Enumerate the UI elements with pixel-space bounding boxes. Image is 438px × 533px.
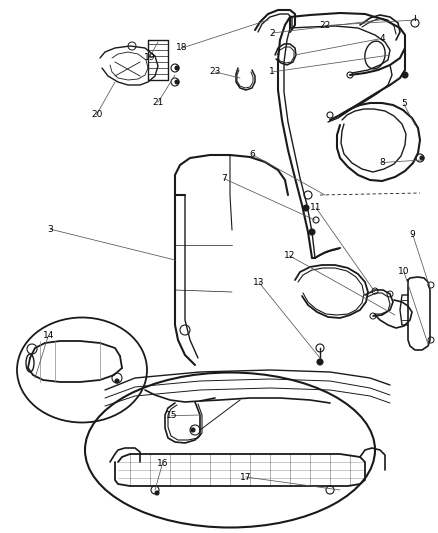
Text: 6: 6 [249, 150, 255, 159]
Text: 12: 12 [283, 252, 295, 260]
Text: 9: 9 [409, 230, 415, 239]
Text: 14: 14 [42, 332, 54, 340]
Text: 17: 17 [240, 473, 251, 481]
Text: 8: 8 [378, 158, 384, 167]
Text: 7: 7 [220, 174, 226, 183]
Text: 22: 22 [318, 21, 330, 30]
Circle shape [302, 205, 308, 211]
Circle shape [155, 491, 159, 495]
Text: 3: 3 [47, 225, 53, 233]
Text: 1: 1 [268, 68, 275, 76]
Circle shape [419, 156, 423, 160]
Text: 11: 11 [310, 204, 321, 212]
Text: 10: 10 [397, 268, 409, 276]
Circle shape [115, 379, 119, 383]
Circle shape [175, 80, 179, 84]
Text: 20: 20 [91, 110, 102, 119]
Text: 21: 21 [152, 98, 163, 107]
Text: 19: 19 [143, 53, 155, 62]
Circle shape [316, 359, 322, 365]
Circle shape [308, 229, 314, 235]
Text: 16: 16 [156, 459, 168, 468]
Text: 18: 18 [176, 44, 187, 52]
Circle shape [401, 72, 407, 78]
Circle shape [175, 66, 179, 70]
Text: 15: 15 [165, 411, 177, 420]
Text: 5: 5 [400, 100, 406, 108]
Text: 2: 2 [269, 29, 274, 37]
Circle shape [191, 428, 194, 432]
Text: 4: 4 [378, 34, 384, 43]
Ellipse shape [26, 354, 34, 372]
Text: 13: 13 [253, 278, 264, 287]
Text: 23: 23 [209, 68, 220, 76]
